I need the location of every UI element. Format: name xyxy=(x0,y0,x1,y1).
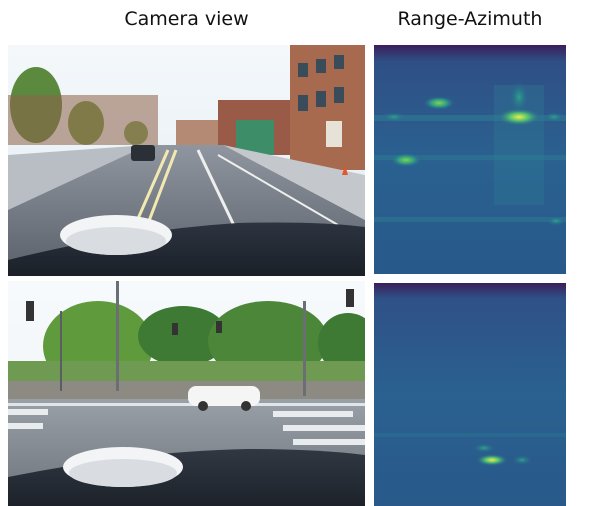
range-azimuth-heatmap-street xyxy=(374,45,566,274)
camera-image-intersection xyxy=(8,281,365,506)
camera-image-street xyxy=(8,45,365,276)
camera-view-header: Camera view xyxy=(124,8,249,30)
range-azimuth-header: Range-Azimuth xyxy=(397,8,543,30)
range-azimuth-heatmap-intersection xyxy=(374,283,566,506)
